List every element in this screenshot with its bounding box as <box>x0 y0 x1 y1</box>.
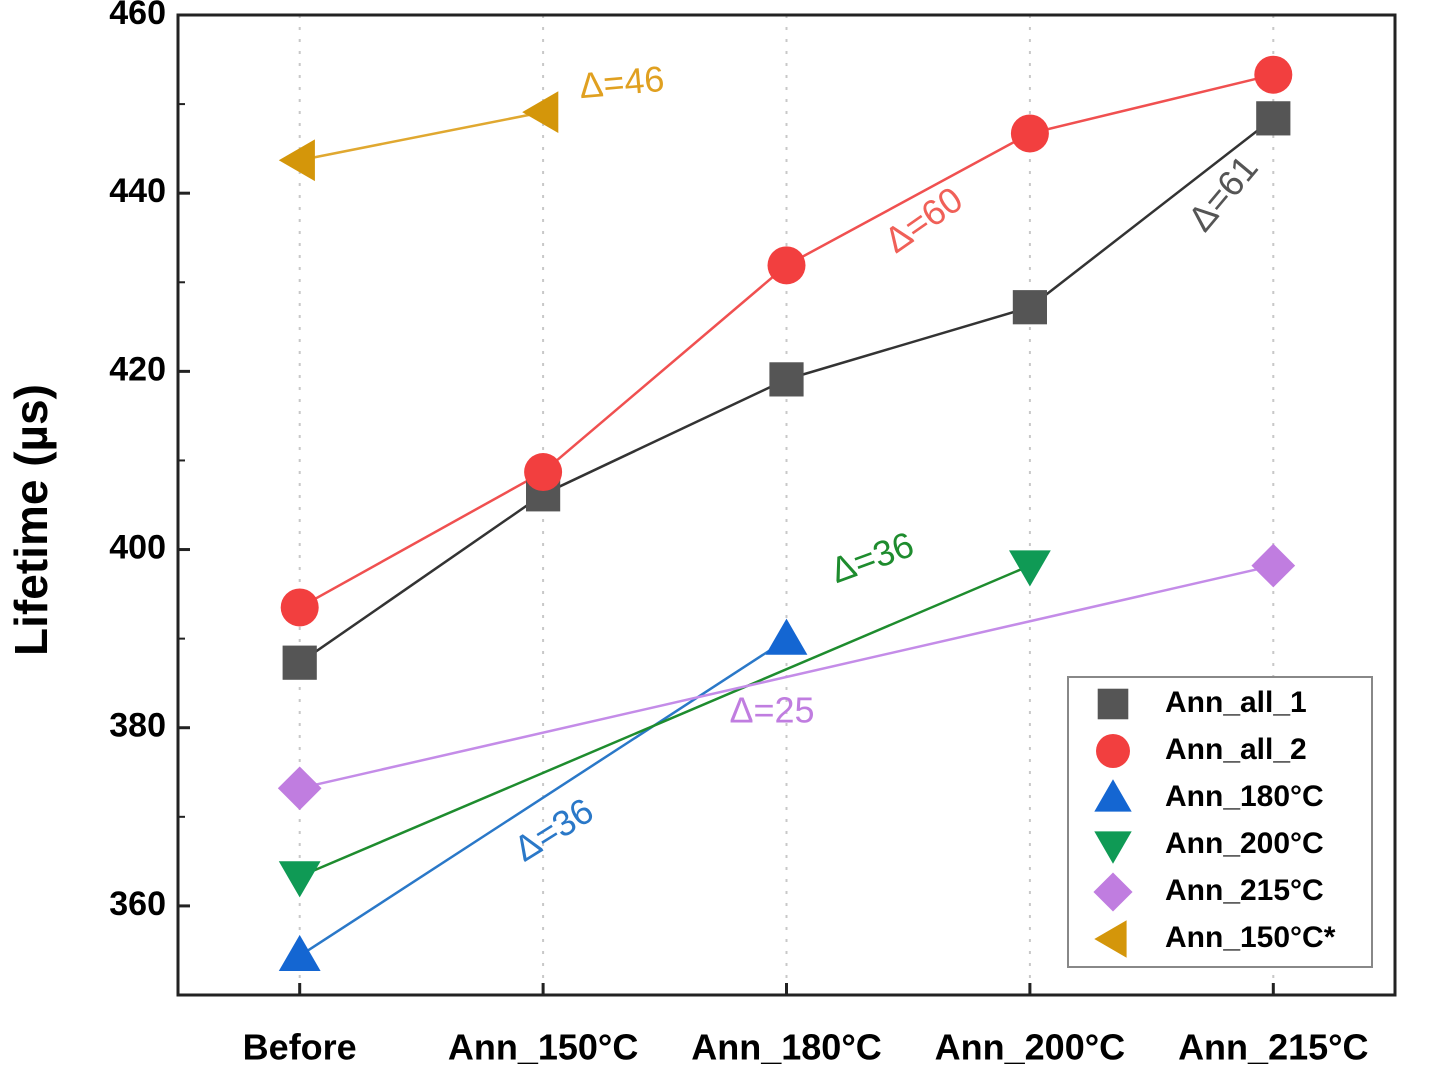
x-tick-label: Ann_200°C <box>935 1027 1125 1068</box>
x-tick-label: Ann_150°C <box>448 1027 638 1068</box>
series-line <box>298 493 544 664</box>
legend-marker <box>1096 734 1130 768</box>
series-line <box>1029 73 1274 135</box>
marker <box>767 246 806 285</box>
marker <box>769 362 804 397</box>
annotation: Δ=61 <box>1180 147 1266 239</box>
series-line <box>786 306 1031 381</box>
series-line <box>785 132 1031 267</box>
marker <box>278 139 315 182</box>
marker <box>278 861 321 898</box>
y-tick-label: 400 <box>109 529 166 567</box>
series-line <box>299 638 788 957</box>
marker <box>278 934 321 971</box>
marker <box>1256 101 1291 136</box>
series-line <box>542 378 788 496</box>
annotation: Δ=46 <box>578 58 666 106</box>
series-line <box>299 110 544 162</box>
marker <box>1251 543 1296 588</box>
marker <box>765 618 808 655</box>
marker <box>524 453 563 492</box>
legend-marker <box>1093 872 1133 912</box>
legend-marker <box>1094 831 1132 864</box>
legend-label: Ann_all_2 <box>1165 733 1307 766</box>
legend-marker <box>1094 779 1132 812</box>
marker <box>282 645 317 680</box>
y-tick-label: 420 <box>109 350 166 388</box>
series-line <box>542 264 788 473</box>
y-axis-title: Lifetime (µs) <box>5 384 57 656</box>
series-line <box>1029 117 1275 309</box>
annotation: Δ=36 <box>825 523 919 591</box>
annotation: Δ=25 <box>729 690 814 731</box>
legend-label: Ann_200°C <box>1165 827 1324 860</box>
y-tick-label: 440 <box>109 172 166 210</box>
annotation: Δ=36 <box>506 790 600 870</box>
y-tick-label: 460 <box>109 0 166 32</box>
legend-marker <box>1097 688 1129 720</box>
series-line <box>299 564 1031 878</box>
marker <box>1012 290 1047 325</box>
y-tick-label: 360 <box>109 885 166 923</box>
x-tick-label: Ann_180°C <box>691 1027 881 1068</box>
legend-marker <box>1094 920 1127 958</box>
legend-box <box>1067 676 1373 968</box>
marker <box>1010 114 1049 153</box>
marker <box>1254 55 1293 94</box>
marker <box>277 766 322 811</box>
marker <box>280 588 319 627</box>
marker <box>1009 550 1051 587</box>
series-line <box>299 470 544 609</box>
x-tick-label: Before <box>243 1027 357 1068</box>
legend-label: Ann_all_1 <box>1165 686 1307 719</box>
marker <box>522 91 559 134</box>
legend-label: Ann_180°C <box>1165 780 1324 813</box>
legend-label: Ann_215°C <box>1165 874 1324 907</box>
series-line <box>299 564 1274 790</box>
legend-label: Ann_150°C* <box>1165 921 1336 954</box>
y-tick-label: 380 <box>109 707 166 745</box>
x-tick-label: Ann_215°C <box>1178 1027 1368 1068</box>
